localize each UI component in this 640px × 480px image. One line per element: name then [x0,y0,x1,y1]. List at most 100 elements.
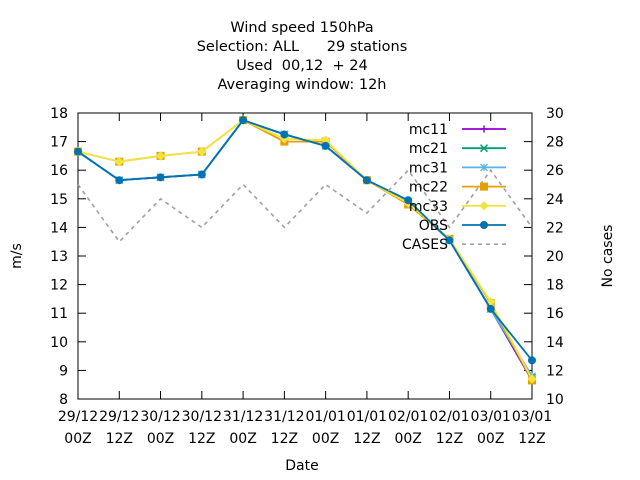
title-line: Selection: ALL 29 stations [197,39,408,55]
legend-marker [479,201,489,211]
data-point [239,116,248,125]
x-tick-label-date: 03/01 [512,409,552,425]
data-point [445,236,454,245]
y-tick-label: 14 [50,220,68,236]
x-tick-label-time: 00Z [477,431,504,447]
y-tick-label: 12 [50,278,68,294]
y2-tick-label: 16 [546,306,564,322]
y2-tick-label: 28 [546,135,564,151]
y2-tick-label: 22 [546,220,564,236]
data-point [115,176,124,185]
legend-label: mc31 [409,160,448,176]
legend-label: CASES [402,237,448,253]
series-mc11 [74,116,536,384]
series-mc21 [73,116,537,382]
y2-tick-label: 12 [546,363,564,379]
y-tick-label: 16 [50,163,68,179]
y-tick-label: 13 [50,249,68,265]
data-point [74,147,82,156]
x-tick-label-time: 12Z [518,431,545,447]
data-point [155,151,166,161]
y-tick-label: 8 [59,392,68,408]
x-tick-label-time: 12Z [106,431,133,447]
y-tick-label: 15 [50,192,68,208]
series-line-mc33 [77,119,533,380]
x-tick-label-time: 12Z [271,431,298,447]
x-tick-label-date: 02/01 [388,409,428,425]
data-point [486,304,495,313]
y2-axis-label: No cases [600,225,616,288]
y-tick-label: 10 [50,335,68,351]
y-tick-label: 11 [50,306,68,322]
chart-title: Wind speed 150hPa Selection: ALL 29 stati… [197,20,408,93]
legend-label: mc21 [409,141,448,157]
x-tick-label-date: 29/12 [99,409,139,425]
title-line: Wind speed 150hPa [230,20,373,36]
y2-tick-label: 24 [546,192,564,208]
y-tick-label: 17 [50,135,68,151]
x-tick-label-time: 12Z [188,431,215,447]
x-tick-label-time: 00Z [64,431,91,447]
data-point [404,196,413,205]
legend-label: mc33 [409,199,448,215]
x-tick-label-date: 30/12 [140,409,180,425]
series-mc33 [73,115,537,384]
x-tick-label-time: 12Z [436,431,463,447]
series-line-mc11 [77,119,533,381]
x-tick-label-date: 31/12 [264,409,304,425]
x-tick-label-date: 29/12 [58,409,98,425]
legend-marker [480,182,488,191]
series-lines [73,115,537,385]
title-line: Averaging window: 12h [217,77,386,93]
series-line-mc21 [77,119,533,379]
y2-tick-label: 30 [546,106,564,122]
y2-axis-ticks: 10 12 14 16 18 20 22 24 26 28 30 [546,106,564,408]
data-point [197,170,206,179]
legend-label: OBS [419,218,448,234]
data-point [114,156,124,167]
series-line-mc22 [77,119,533,381]
series-line-cases [77,168,533,243]
data-point [528,356,536,365]
x-axis-label: Date [285,458,318,474]
y-tick-label: 9 [59,363,68,379]
x-tick-label-time: 00Z [394,431,421,447]
series-cases [77,168,533,243]
x-tick-label-date: 31/12 [223,409,263,425]
data-point [321,141,330,150]
x-tick-label-date: 02/01 [429,409,469,425]
x-tick-label-date: 01/01 [347,409,387,425]
data-point [280,130,289,139]
series-mc31 [74,116,536,381]
series-obs [74,116,536,365]
legend-label: mc22 [409,180,448,196]
x-tick-label-time: 00Z [147,431,174,447]
y-tick-label: 18 [50,106,68,122]
legend-marker [480,163,488,172]
x-tick-label-time: 12Z [353,431,380,447]
x-tick-label-date: 01/01 [305,409,345,425]
y2-tick-label: 18 [546,278,564,294]
y-axis-ticks: 8 9 10 11 12 13 14 15 16 17 18 [50,106,532,408]
data-point [527,374,537,384]
series-mc22 [74,116,536,385]
legend-marker [479,144,489,153]
x-axis-ticks: 29/12 00Z 29/12 12Z 30/12 00Z 30/12 12Z 31/12 00Z… [58,113,552,447]
legend-label: mc11 [409,122,448,138]
legend-marker [480,221,488,229]
x-tick-label-date: 30/12 [182,409,222,425]
data-point [362,176,371,185]
series-line-obs [77,119,533,361]
data-point [156,173,165,182]
y2-tick-label: 20 [546,249,564,265]
x-tick-label-time: 00Z [229,431,256,447]
legend-marker [480,125,488,133]
title-line: Used 00,12 + 24 [236,58,367,74]
data-point [197,146,207,157]
x-tick-label-date: 03/01 [471,409,511,425]
y2-tick-label: 10 [546,392,564,408]
y2-tick-label: 14 [546,335,564,351]
y2-tick-label: 26 [546,163,564,179]
legend: mc11 mc21 mc31 mc22 mc33 OBS CASES [402,122,506,253]
